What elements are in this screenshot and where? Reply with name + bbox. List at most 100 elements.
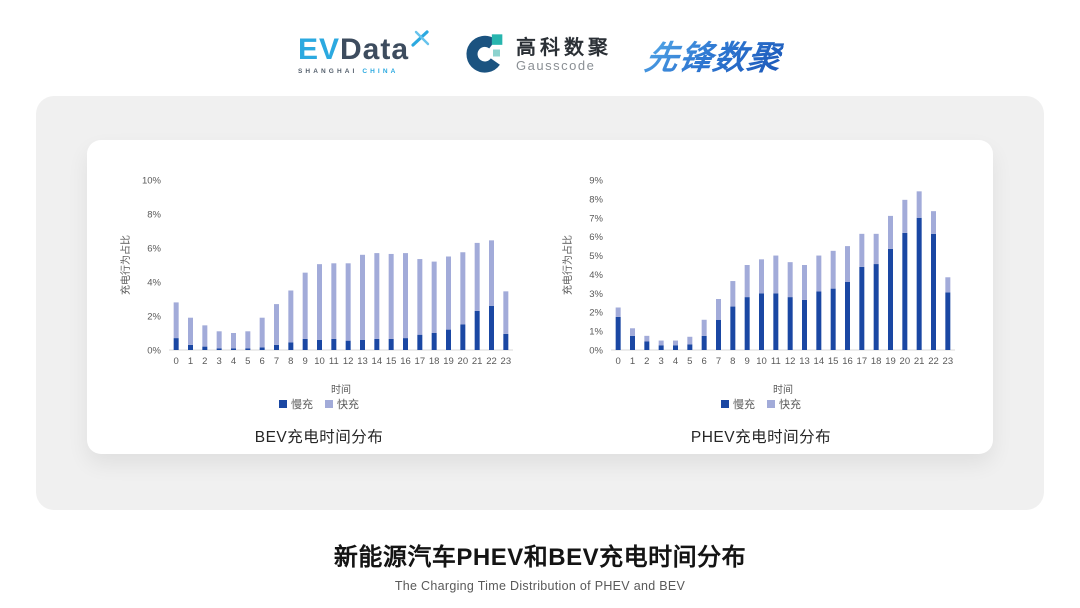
bar-segment-快充 (317, 264, 322, 340)
x-tick-label: 14 (814, 356, 825, 367)
x-tick-label: 15 (386, 356, 397, 367)
bar-segment-慢充 (274, 344, 279, 350)
x-tick-label: 12 (343, 356, 354, 367)
bar-segment-快充 (345, 263, 351, 341)
bar-segment-慢充 (716, 319, 721, 350)
bar-segment-快充 (274, 304, 279, 345)
bar-segment-快充 (773, 255, 779, 294)
bar-segment-慢充 (403, 338, 408, 350)
x-tick-label: 20 (458, 356, 469, 367)
phev-chart-caption: PHEV充电时间分布 (690, 429, 832, 446)
page-title: 新能源汽车PHEV和BEV充电时间分布 (333, 544, 747, 571)
y-tick-label: 2% (147, 312, 161, 323)
bar-segment-快充 (744, 265, 750, 298)
x-tick-label: 7 (274, 356, 279, 367)
bar-segment-快充 (687, 336, 693, 345)
bar-segment-慢充 (331, 338, 337, 350)
bar-segment-快充 (302, 272, 308, 339)
bar-segment-慢充 (845, 282, 850, 350)
bar-segment-快充 (403, 253, 408, 339)
bar-segment-慢充 (173, 338, 179, 350)
bar-segment-慢充 (888, 248, 893, 350)
bar-segment-快充 (446, 256, 451, 330)
bar-segment-快充 (759, 259, 764, 294)
bar-segment-慢充 (759, 293, 764, 350)
bar-segment-快充 (489, 240, 494, 306)
x-tick-label: 23 (943, 356, 954, 367)
bar-segment-慢充 (644, 341, 650, 350)
legend-item-慢充: 慢充 (279, 396, 313, 412)
bev-chart-legend: 慢充 快充 (279, 396, 359, 412)
gausscode-cn-text: 高科数聚 (516, 36, 613, 59)
bar-segment-慢充 (945, 292, 951, 350)
y-tick-label: 5% (589, 251, 603, 262)
bar-segment-快充 (417, 259, 423, 335)
bar-segment-慢充 (259, 347, 265, 350)
x-tick-label: 9 (745, 356, 750, 367)
bar-segment-慢充 (302, 338, 308, 350)
bar-segment-快充 (460, 252, 466, 325)
y-axis-label: 充电行为占比 (561, 235, 574, 295)
bar-segment-慢充 (916, 217, 922, 350)
y-axis-label: 充电行为占比 (119, 235, 132, 295)
pioneer-logo: 先锋数聚 (642, 31, 786, 79)
y-tick-label: 0% (147, 346, 161, 357)
x-tick-label: 1 (188, 356, 193, 367)
bar-segment-快充 (374, 253, 380, 339)
bar-segment-慢充 (388, 338, 394, 350)
x-tick-label: 16 (400, 356, 411, 367)
y-tick-label: 10% (142, 176, 162, 187)
x-axis-label: 时间 (773, 383, 793, 396)
bar-segment-快充 (802, 265, 807, 300)
bar-segment-慢充 (417, 334, 423, 350)
gausscode-en-text: Gausscode (516, 57, 596, 73)
bar-segment-快充 (202, 325, 208, 347)
legend-label: 快充 (337, 399, 359, 411)
bar-segment-慢充 (658, 345, 664, 350)
bar-segment-快充 (503, 291, 509, 334)
x-tick-label: 17 (857, 356, 868, 367)
x-tick-label: 21 (472, 356, 483, 367)
bar-segment-慢充 (730, 306, 736, 350)
x-tick-label: 11 (771, 356, 781, 367)
bar-segment-慢充 (701, 335, 707, 350)
phev-chart-legend: 慢充 快充 (721, 396, 801, 412)
x-tick-label: 18 (429, 356, 440, 367)
bar-segment-慢充 (830, 288, 836, 350)
bar-segment-快充 (188, 317, 193, 345)
bar-segment-快充 (388, 253, 394, 339)
evdata-x-icon (411, 29, 431, 51)
x-tick-label: 13 (357, 356, 368, 367)
x-tick-label: 4 (231, 356, 236, 367)
bar-segment-快充 (787, 262, 793, 298)
legend-item-慢充: 慢充 (721, 396, 755, 412)
bar-segment-慢充 (245, 348, 251, 350)
legend-item-快充: 快充 (767, 396, 801, 412)
evdata-data-text: Data (340, 32, 410, 66)
bar-segment-快充 (615, 307, 621, 317)
bar-segment-慢充 (360, 339, 365, 350)
bar-segment-快充 (644, 335, 650, 342)
bar-segment-快充 (245, 331, 251, 349)
bar-segment-慢充 (902, 232, 908, 350)
logo-bar: EV Data SHANGHAI CHINA 高科数聚 Gausscode (0, 0, 1080, 96)
bar-segment-慢充 (873, 264, 879, 350)
bar-segment-快充 (231, 333, 236, 349)
evdata-sub-shanghai: SHANGHAI (297, 67, 358, 75)
x-tick-label: 10 (756, 356, 767, 367)
bar-segment-快充 (673, 340, 678, 346)
phev-chart-block: 0% 1% 2% 3% 4% 5% 6% 7% 8% 9% 充电行为占比 0 1 2 3 4 5 6 7 8 9 10 11… (557, 164, 965, 454)
bar-segment-慢充 (744, 297, 750, 350)
page-subtitle: The Charging Time Distribution of PHEV a… (394, 579, 686, 593)
y-tick-label: 8% (589, 194, 603, 205)
bar-segment-快充 (873, 233, 879, 265)
y-tick-label: 6% (589, 232, 603, 243)
charts-card: 0% 2% 4% 6% 8% 10% 充电行为占比 0 1 2 3 4 5 6 7 8 9 10 11 12 13 14 1… (87, 140, 993, 454)
evdata-subtext: SHANGHAI CHINA (297, 67, 431, 76)
bar-segment-快充 (816, 255, 822, 292)
bar-segment-慢充 (802, 299, 807, 350)
x-tick-label: 0 (616, 356, 621, 367)
x-tick-label: 15 (828, 356, 839, 367)
bar-segment-慢充 (859, 266, 865, 350)
x-tick-label: 18 (871, 356, 882, 367)
